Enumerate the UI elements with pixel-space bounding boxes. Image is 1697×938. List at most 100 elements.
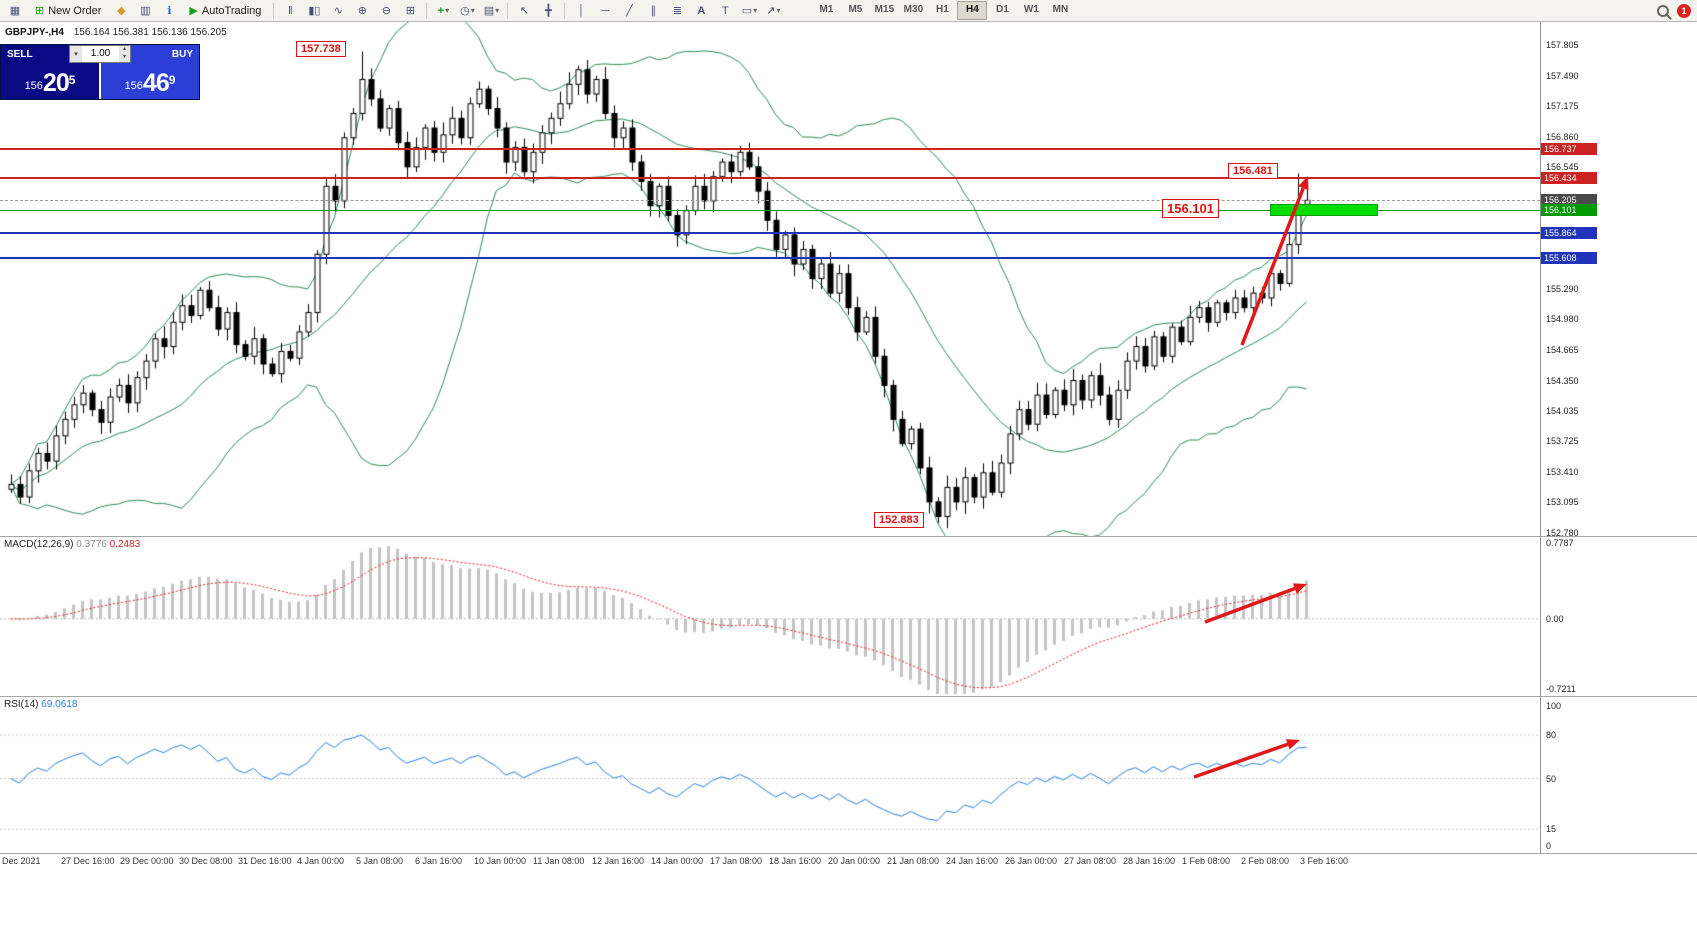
buy-button-label[interactable]: BUY [131,45,199,63]
timeframe-m30[interactable]: M30 [903,4,924,15]
templates-icon[interactable]: ▤ ▾ [483,5,500,17]
timeframe-h1[interactable]: H1 [936,4,949,15]
market-watch-icon[interactable]: ▥ [140,5,151,17]
new-order-label: New Order [48,4,102,17]
toolbar-separator [273,2,275,19]
text-tool-icon[interactable]: A [697,4,706,17]
toolbar-right-group: 1 [1657,3,1693,18]
time-axis-label: 28 Jan 16:00 [1123,856,1176,866]
macd-name: MACD(12,26,9) [4,539,74,550]
price-scale-label: 154.035 [1546,406,1579,417]
horizontal-line-155.608[interactable] [0,257,1540,260]
price-scale-label: 153.095 [1546,497,1579,508]
time-axis-label: 14 Jan 00:00 [651,856,704,866]
crosshair-icon[interactable]: ╋ [545,5,552,17]
time-axis-label: 11 Jan 08:00 [533,856,585,866]
time-axis-label: Dec 2021 [2,856,41,866]
arrows-tool-icon[interactable]: ↗ ▾ [766,5,781,17]
time-axis-label: 27 Jan 08:00 [1064,856,1117,866]
macd-signal-value: 0.2483 [109,539,141,550]
periods-icon[interactable]: ◷ ▾ [460,5,475,17]
price-scale-label: 154.350 [1546,375,1579,386]
rsi-scale-label: 15 [1546,824,1557,835]
autotrading-label: AutoTrading [201,4,262,17]
autotrading-button[interactable]: ▶ AutoTrading [182,2,268,20]
zoom-in-icon[interactable]: ⊕ [357,5,368,17]
data-window-icon[interactable]: ℹ [167,5,172,17]
fibonacci-tool-icon[interactable]: ≣ [672,5,683,17]
trendline-tool-icon[interactable]: ╱ [626,5,633,17]
timeframe-mn[interactable]: MN [1052,4,1069,15]
timeframe-m1[interactable]: M1 [819,4,834,15]
channel-tool-icon[interactable]: ∥ [650,5,657,17]
zoom-out-icon[interactable]: ⊖ [381,5,392,17]
price-tag-155.864: 155.864 [1541,227,1597,240]
rsi-value: 69.0618 [41,699,78,710]
horizontal-line-156.737[interactable] [0,147,1540,150]
notification-badge[interactable]: 1 [1677,3,1691,18]
horizontal-line-156.205[interactable] [0,199,1540,201]
macd-panel-separator[interactable] [0,536,1697,537]
sell-button-label[interactable]: SELL [1,45,69,63]
indicators-icon[interactable]: + ▾ [437,4,450,17]
horizontal-line-156.101[interactable] [0,209,1540,211]
price-scale-label: 156.545 [1546,162,1579,173]
time-axis: Dec 2021 27 Dec 16:00 29 Dec 00:00 30 Dec 0… [0,856,1540,868]
volume-spin-buttons[interactable]: ▴ ▾ [119,46,130,62]
search-icon[interactable] [1657,4,1669,17]
price-scale-label: 154.980 [1546,314,1579,325]
buy-price-pips: 46 [142,69,170,97]
charts-icon[interactable]: ▦ [9,5,21,17]
cursor-icon[interactable]: ↖ [519,5,530,17]
time-axis-label: 20 Jan 00:00 [828,856,881,866]
horizontal-line-155.864[interactable] [0,232,1540,235]
time-axis-label: 1 Feb 08:00 [1182,856,1231,866]
macd-scale-label: 0.7787 [1546,538,1574,548]
line-chart-type-icon[interactable]: ∿ [333,5,344,17]
time-axis-label: 12 Jan 16:00 [592,856,645,866]
quote-line: GBPJPY-,H4 156.164 156.381 156.136 156.2… [5,27,227,38]
volume-up-icon[interactable]: ▴ [119,46,130,54]
horizontal-line-tool-icon[interactable]: ─ [601,4,610,17]
timeframe-m5[interactable]: M5 [848,4,863,15]
new-order-button[interactable]: ⊞ New Order [28,2,108,20]
buy-button[interactable]: 156 46 9 [101,63,199,99]
shapes-tool-icon[interactable]: ▭ ▾ [741,5,758,17]
price-scale-label: 153.410 [1546,466,1579,477]
macd-main-value: 0.3776 [76,539,107,550]
timeframe-d1[interactable]: D1 [996,4,1009,15]
volume-dropdown-icon[interactable]: ▾ [70,46,82,62]
candlestick-chart-type-icon[interactable]: ▮▯ [308,5,321,17]
sell-price-big: 156 [24,80,43,92]
sell-button[interactable]: 156 20 5 [1,63,99,99]
volume-value[interactable]: 1.00 [90,48,111,59]
ohlc-values: 156.164 156.381 156.136 156.205 [73,27,227,38]
price-tag-155.608: 155.608 [1541,252,1597,265]
timeframe-m15[interactable]: M15 [874,4,895,15]
price-annotation-box[interactable]: 156.101 [1162,199,1219,218]
timeframe-w1[interactable]: W1 [1023,4,1039,15]
rsi-panel-separator[interactable] [0,696,1697,697]
label-tool-icon[interactable]: T [722,4,729,17]
price-annotation-box[interactable]: 152.883 [874,512,924,528]
rsi-scale-label: 80 [1546,730,1557,740]
time-axis-label: 4 Jan 00:00 [297,856,345,866]
price-tag-156.101: 156.101 [1541,204,1597,217]
price-annotation-box[interactable]: 157.738 [296,41,346,57]
mql5-icon[interactable]: ◆ [117,5,126,17]
rsi-scale-label: 100 [1546,701,1562,711]
price-annotation-box[interactable]: 156.481 [1228,163,1278,179]
volume-stepper[interactable]: ▾ 1.00 ▴ ▾ [69,45,131,63]
rsi-scale-label: 0 [1546,841,1552,851]
vertical-line-tool-icon[interactable]: │ [577,4,585,17]
tile-windows-icon[interactable]: ⊞ [405,5,416,17]
time-axis-label: 2 Feb 08:00 [1241,856,1290,866]
timeframe-h4[interactable]: H4 [957,1,988,20]
time-axis-label: 18 Jan 16:00 [769,856,822,866]
sell-price-pips: 20 [42,69,70,97]
bar-chart-type-icon[interactable]: ‖ [288,4,293,17]
volume-down-icon[interactable]: ▾ [119,54,130,62]
supply-zone-rectangle[interactable] [1270,204,1378,216]
horizontal-line-156.434[interactable] [0,177,1540,180]
